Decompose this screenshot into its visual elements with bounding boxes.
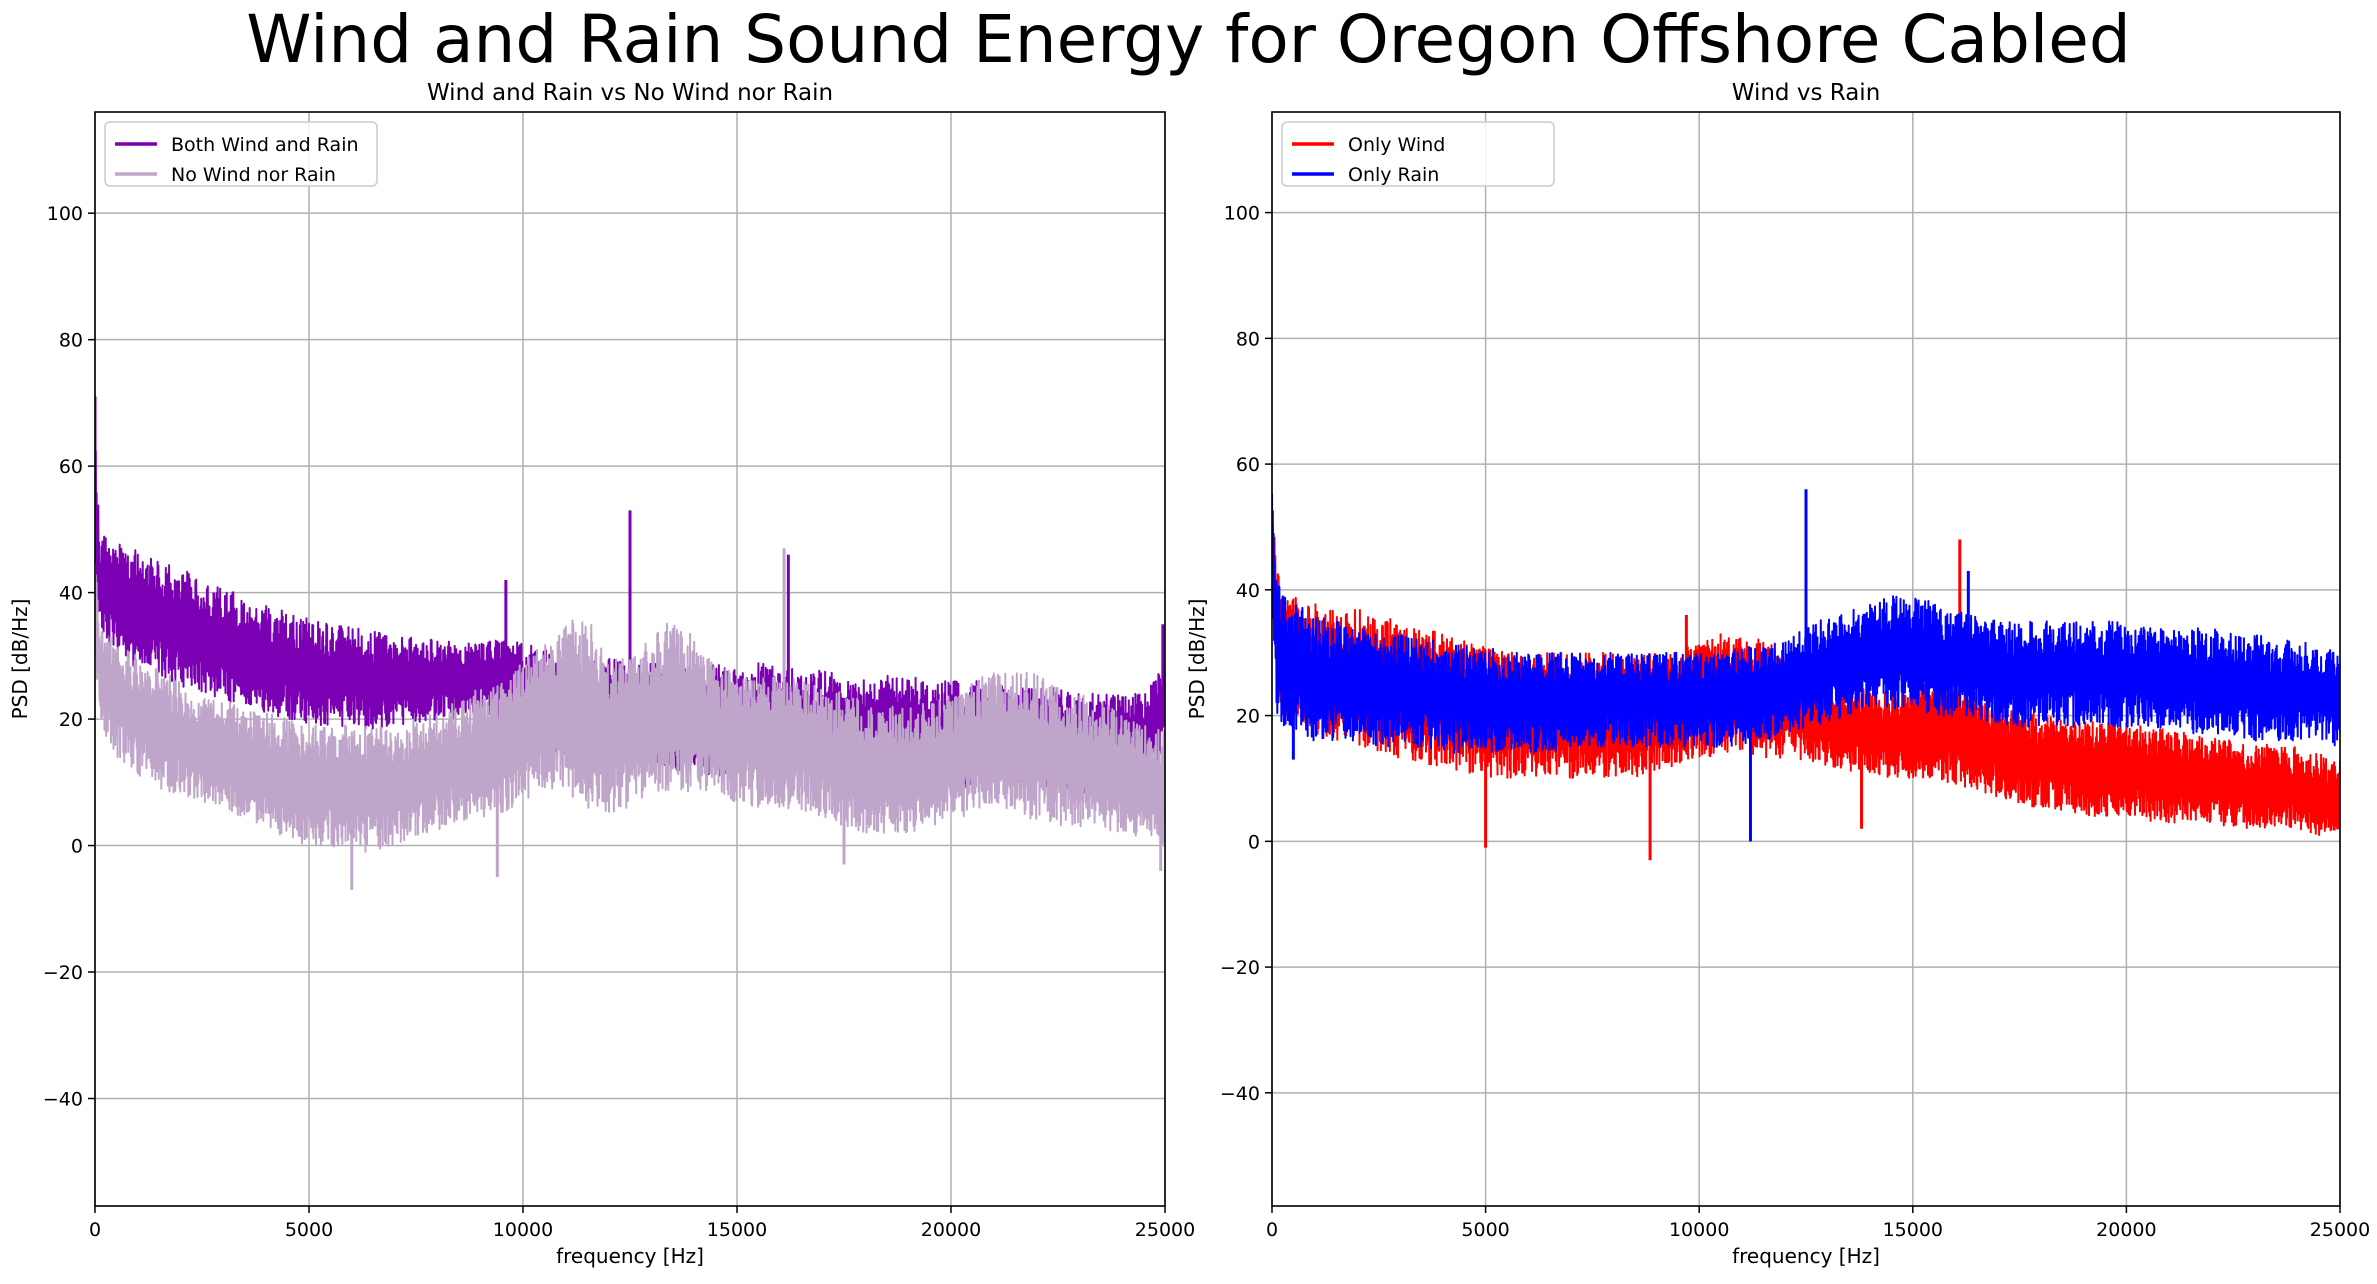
legend-box: [104, 121, 378, 187]
y-tick-label: 100: [47, 203, 83, 225]
y-axis-label: PSD [dB/Hz]: [1185, 599, 1209, 720]
subplot-title: Wind and Rain vs No Wind nor Rain: [427, 80, 833, 106]
right-subplot: 0 5000 10000 15000 20000 25000 −40 −20 0 20 40 60 80…: [1185, 80, 2370, 1268]
legend-box: [1281, 121, 1555, 187]
left-subplot: 0 5000 10000 15000 20000 25000 −40 −20 0 20 40 60 80…: [8, 80, 1195, 1268]
y-tick-label: 0: [1248, 831, 1260, 853]
x-tick-label: 0: [1266, 1219, 1278, 1241]
y-tick-label: −40: [1220, 1083, 1260, 1105]
x-axis-label: frequency [Hz]: [1732, 1244, 1880, 1268]
y-tick-label: 20: [59, 709, 83, 731]
x-tick-label: 15000: [707, 1219, 767, 1241]
y-tick-label: −40: [43, 1088, 83, 1110]
x-axis-label: frequency [Hz]: [556, 1244, 704, 1268]
y-tick-label: 60: [59, 456, 83, 478]
subplot-title: Wind vs Rain: [1732, 80, 1881, 106]
plot-area: [95, 396, 1165, 890]
x-tick-label: 20000: [921, 1219, 981, 1241]
y-tick-label: 40: [1236, 580, 1260, 602]
x-tick-label: 15000: [1883, 1219, 1943, 1241]
x-tick-label: 10000: [493, 1219, 553, 1241]
plot-area: [1272, 489, 2340, 861]
y-tick-label: 80: [59, 330, 83, 352]
x-tick-label: 25000: [1135, 1219, 1195, 1241]
axes-frame: [1271, 111, 2341, 1207]
x-tick-label: 10000: [1669, 1219, 1729, 1241]
y-tick-label: −20: [43, 962, 83, 984]
series-line-no-wind-nor-rain: [95, 574, 1165, 853]
legend-label: Both Wind and Rain: [171, 134, 359, 156]
legend-label: Only Rain: [1348, 164, 1439, 186]
x-tick-label: 0: [89, 1219, 101, 1241]
y-tick-label: 80: [1236, 328, 1260, 350]
y-tick-label: −20: [1220, 957, 1260, 979]
y-tick-label: 20: [1236, 706, 1260, 728]
axes-frame: [94, 111, 1166, 1207]
y-tick-label: 0: [71, 836, 83, 858]
legend-label: Only Wind: [1348, 134, 1445, 156]
x-tick-label: 25000: [2310, 1219, 2370, 1241]
x-tick-label: 20000: [2096, 1219, 2156, 1241]
y-tick-label: 40: [59, 583, 83, 605]
y-axis-label: PSD [dB/Hz]: [8, 599, 32, 720]
x-tick-label: 5000: [285, 1219, 333, 1241]
x-tick-label: 5000: [1461, 1219, 1509, 1241]
legend-label: No Wind nor Rain: [171, 164, 336, 186]
y-tick-label: 60: [1236, 454, 1260, 476]
figure-title: Wind and Rain Sound Energy for Oregon Of…: [246, 1, 2131, 78]
y-tick-label: 100: [1224, 203, 1260, 225]
